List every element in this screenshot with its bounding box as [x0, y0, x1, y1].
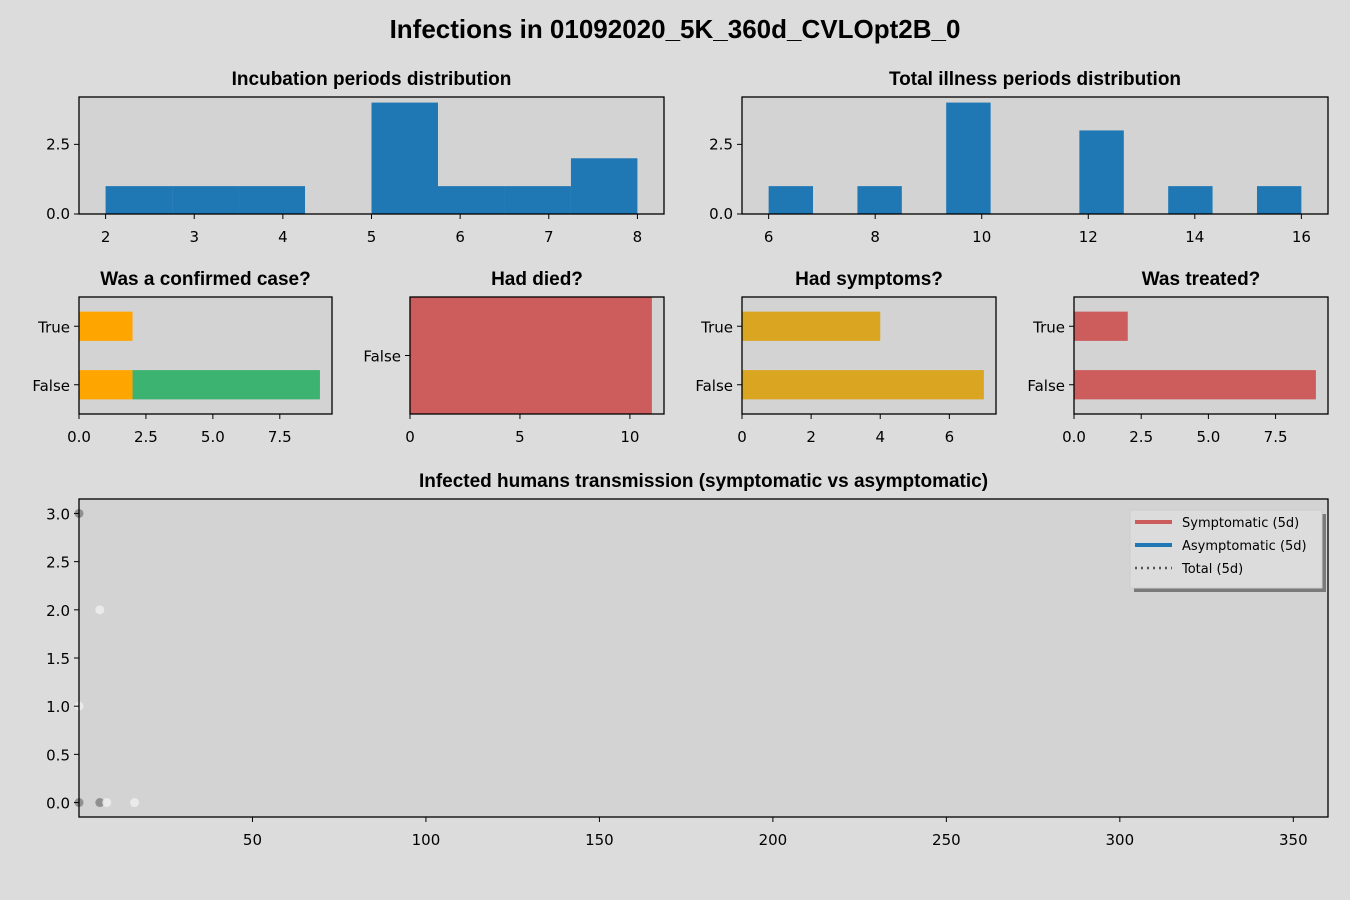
transmission-ytick-label: 0.5: [46, 746, 70, 764]
treated-xtick-label: 7.5: [1264, 428, 1288, 446]
confirmed-title: Was a confirmed case?: [100, 269, 310, 290]
confirmed-bar: [79, 311, 133, 341]
transmission-ytick-label: 0.0: [46, 795, 70, 813]
treated-bar: [1074, 311, 1128, 341]
incubation-xtick-label: 2: [101, 228, 111, 246]
incubation-bar: [172, 186, 239, 214]
treated-xtick-label: 5.0: [1196, 428, 1220, 446]
symptoms-xtick-label: 4: [875, 428, 885, 446]
transmission-axes-frame: [78, 498, 1329, 818]
incubation-xtick-label: 3: [189, 228, 199, 246]
illness-ytick-label: 2.5: [709, 135, 733, 153]
illness-bar: [768, 186, 814, 214]
symptoms-xtick-label: 2: [806, 428, 816, 446]
symptoms-bar: [742, 311, 881, 341]
legend-label: Symptomatic (5d): [1182, 516, 1299, 531]
symptoms-title: Had symptoms?: [795, 269, 943, 290]
transmission-axes-bg: [79, 499, 1328, 817]
transmission-ytick-label: 3.0: [46, 505, 70, 523]
incubation-bar: [437, 186, 505, 214]
confirmed-xtick-label: 0.0: [67, 428, 91, 446]
confirmed-xtick-label: 7.5: [268, 428, 292, 446]
illness-xtick-label: 8: [870, 228, 880, 246]
transmission-ytick-label: 1.0: [46, 698, 70, 716]
incubation-xtick-label: 4: [278, 228, 288, 246]
confirmed-ytick-label: True: [37, 318, 70, 336]
incubation-bar: [105, 186, 173, 214]
died-xtick-label: 5: [515, 428, 525, 446]
treated-xtick-label: 2.5: [1129, 428, 1153, 446]
transmission-point: [95, 605, 105, 615]
illness-bar: [857, 186, 902, 214]
died-xtick-label: 10: [620, 428, 639, 446]
legend-label: Asymptomatic (5d): [1182, 539, 1307, 554]
symptoms-ytick-label: False: [695, 377, 733, 395]
transmission-point: [95, 798, 105, 808]
treated-xtick-label: 0.0: [1062, 428, 1086, 446]
incubation-xtick-label: 8: [633, 228, 643, 246]
died-ytick-label: False: [363, 348, 401, 366]
treated-bar: [1074, 370, 1316, 400]
incubation-ytick-label: 0.0: [46, 205, 70, 223]
treated-title: Was treated?: [1142, 269, 1261, 290]
illness-xtick-label: 16: [1292, 228, 1311, 246]
transmission-ytick-label: 1.5: [46, 650, 70, 668]
illness-xtick-label: 12: [1079, 228, 1098, 246]
illness-bar: [946, 102, 991, 214]
illness-xtick-label: 10: [972, 228, 991, 246]
confirmed-xtick-label: 5.0: [201, 428, 225, 446]
died-xtick-label: 0: [405, 428, 415, 446]
transmission-xtick-label: 50: [243, 831, 262, 849]
incubation-xtick-label: 7: [544, 228, 554, 246]
legend-label: Total (5d): [1181, 562, 1243, 577]
symptoms-xtick-label: 6: [945, 428, 955, 446]
died-title: Had died?: [491, 269, 583, 290]
incubation-xtick-label: 5: [367, 228, 377, 246]
incubation-bar: [238, 186, 306, 214]
confirmed-xtick-label: 2.5: [134, 428, 158, 446]
confirmed-ytick-label: False: [32, 377, 70, 395]
incubation-bar: [504, 186, 571, 214]
symptoms-ytick-label: True: [700, 318, 733, 336]
symptoms-axes-frame: [741, 296, 997, 415]
transmission-point: [102, 798, 112, 808]
illness-axes-bg: [742, 97, 1328, 214]
transmission-xtick-label: 100: [412, 831, 441, 849]
symptoms-xtick-label: 0: [737, 428, 747, 446]
illness-xtick-label: 14: [1185, 228, 1204, 246]
transmission-xtick-label: 150: [585, 831, 614, 849]
confirmed-bar: [79, 370, 133, 400]
incubation-ytick-label: 2.5: [46, 135, 70, 153]
symptoms-bar: [742, 370, 984, 400]
illness-title: Total illness periods distribution: [889, 69, 1181, 90]
died-axes-frame: [409, 296, 665, 415]
incubation-axes-frame: [78, 96, 665, 215]
illness-ytick-label: 0.0: [709, 205, 733, 223]
transmission-xtick-label: 200: [759, 831, 788, 849]
transmission-xtick-label: 300: [1106, 831, 1135, 849]
transmission-xtick-label: 250: [932, 831, 961, 849]
illness-xtick-label: 6: [764, 228, 774, 246]
illness-axes-frame: [741, 96, 1329, 215]
confirmed-axes-frame: [78, 296, 333, 415]
incubation-xtick-label: 6: [455, 228, 465, 246]
transmission-ytick-label: 2.0: [46, 602, 70, 620]
figure-title: Infections in 01092020_5K_360d_CVLOpt2B_…: [390, 14, 961, 44]
treated-axes-frame: [1073, 296, 1329, 415]
incubation-bar: [570, 158, 638, 214]
died-bar: [410, 297, 652, 414]
illness-bar: [1079, 130, 1124, 214]
incubation-bar: [371, 102, 438, 214]
incubation-title: Incubation periods distribution: [232, 69, 512, 90]
illness-bar: [1256, 186, 1302, 214]
transmission-title: Infected humans transmission (symptomati…: [419, 471, 988, 492]
confirmed-bar: [132, 370, 320, 400]
treated-ytick-label: True: [1032, 318, 1065, 336]
treated-ytick-label: False: [1027, 377, 1065, 395]
transmission-xtick-label: 350: [1279, 831, 1308, 849]
transmission-point: [130, 798, 140, 808]
transmission-ytick-label: 2.5: [46, 554, 70, 572]
illness-bar: [1168, 186, 1213, 214]
